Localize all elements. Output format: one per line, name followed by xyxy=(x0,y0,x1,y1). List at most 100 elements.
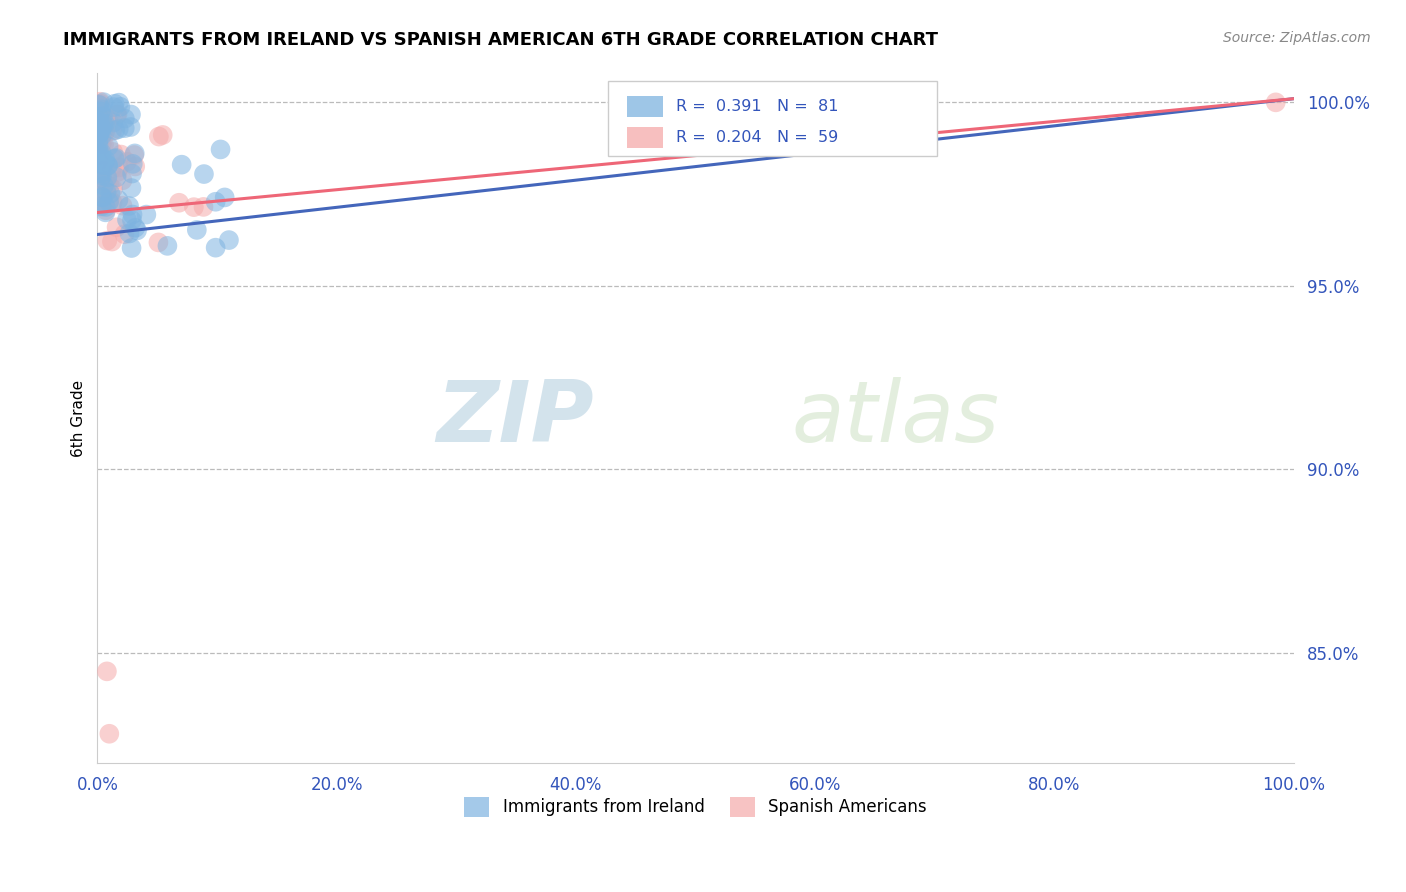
Text: ZIP: ZIP xyxy=(436,376,593,459)
Point xyxy=(87,154,110,169)
Point xyxy=(87,138,110,153)
Point xyxy=(87,133,110,147)
Point xyxy=(96,185,118,199)
Point xyxy=(167,195,190,210)
Point xyxy=(148,235,170,250)
Point xyxy=(124,160,146,174)
Point xyxy=(89,96,111,111)
Point xyxy=(148,129,170,144)
Point xyxy=(107,165,129,179)
Point xyxy=(91,190,114,204)
Point xyxy=(94,124,117,138)
Text: atlas: atlas xyxy=(792,376,1000,459)
Point xyxy=(110,100,132,114)
Point xyxy=(90,173,112,187)
Point xyxy=(90,120,112,135)
Text: R =  0.204   N =  59: R = 0.204 N = 59 xyxy=(676,130,838,145)
Point xyxy=(209,143,232,157)
Point xyxy=(94,203,117,218)
Point xyxy=(89,153,111,167)
Point xyxy=(93,137,115,152)
Point xyxy=(104,96,127,111)
Point xyxy=(111,199,134,213)
Point xyxy=(96,234,118,248)
Point xyxy=(87,123,110,137)
Point xyxy=(120,120,142,134)
Point xyxy=(170,158,193,172)
Text: Source: ZipAtlas.com: Source: ZipAtlas.com xyxy=(1223,31,1371,45)
Point xyxy=(1264,95,1286,110)
Point xyxy=(91,163,114,178)
Point xyxy=(98,114,121,128)
Point xyxy=(121,208,143,222)
Point xyxy=(114,227,136,242)
Point xyxy=(94,155,117,169)
Point xyxy=(90,121,112,136)
Point xyxy=(121,213,143,227)
Point xyxy=(101,182,124,196)
Point xyxy=(193,200,215,214)
Point xyxy=(156,239,179,253)
Point xyxy=(90,146,112,161)
Point xyxy=(90,103,112,117)
FancyBboxPatch shape xyxy=(609,81,938,156)
Point xyxy=(104,123,127,137)
Point xyxy=(107,107,129,121)
Point xyxy=(89,198,111,212)
Point xyxy=(87,150,110,164)
Point xyxy=(125,223,148,237)
Point xyxy=(89,98,111,112)
Y-axis label: 6th Grade: 6th Grade xyxy=(72,379,86,457)
Point xyxy=(89,95,111,109)
Point xyxy=(115,154,138,169)
Point xyxy=(94,200,117,214)
Point xyxy=(193,167,215,181)
Point xyxy=(186,223,208,237)
Point xyxy=(96,665,118,679)
Point xyxy=(108,161,131,175)
Point xyxy=(87,145,110,160)
Point xyxy=(93,116,115,130)
Point xyxy=(183,200,205,214)
Text: IMMIGRANTS FROM IRELAND VS SPANISH AMERICAN 6TH GRADE CORRELATION CHART: IMMIGRANTS FROM IRELAND VS SPANISH AMERI… xyxy=(63,31,938,49)
Point xyxy=(120,107,142,121)
Point xyxy=(111,173,134,187)
Point xyxy=(122,148,145,162)
Point xyxy=(105,151,128,165)
Point xyxy=(114,121,136,136)
Point xyxy=(121,157,143,171)
Point xyxy=(101,161,124,176)
Point xyxy=(93,117,115,131)
Point xyxy=(89,128,111,143)
Point xyxy=(107,122,129,136)
Point xyxy=(93,128,115,143)
Point xyxy=(89,174,111,188)
Point xyxy=(105,220,128,235)
Point xyxy=(107,193,129,207)
Point xyxy=(94,153,117,167)
Point xyxy=(93,178,115,193)
Point xyxy=(90,171,112,186)
Point xyxy=(118,199,141,213)
Point xyxy=(98,194,121,208)
Point xyxy=(90,101,112,115)
Point xyxy=(121,241,143,255)
Point xyxy=(96,178,118,193)
Point xyxy=(101,195,124,210)
Point xyxy=(87,130,110,145)
Point xyxy=(89,115,111,129)
Point xyxy=(98,179,121,194)
Point xyxy=(91,169,114,183)
Point xyxy=(101,145,124,159)
Point xyxy=(110,147,132,161)
Point xyxy=(87,110,110,124)
Point xyxy=(135,208,157,222)
Point xyxy=(218,233,240,247)
Point xyxy=(114,112,136,126)
Point xyxy=(103,152,125,166)
Point xyxy=(103,115,125,129)
Legend: Immigrants from Ireland, Spanish Americans: Immigrants from Ireland, Spanish America… xyxy=(458,790,934,824)
Point xyxy=(98,194,121,209)
Point xyxy=(93,95,115,110)
Point xyxy=(91,109,114,123)
